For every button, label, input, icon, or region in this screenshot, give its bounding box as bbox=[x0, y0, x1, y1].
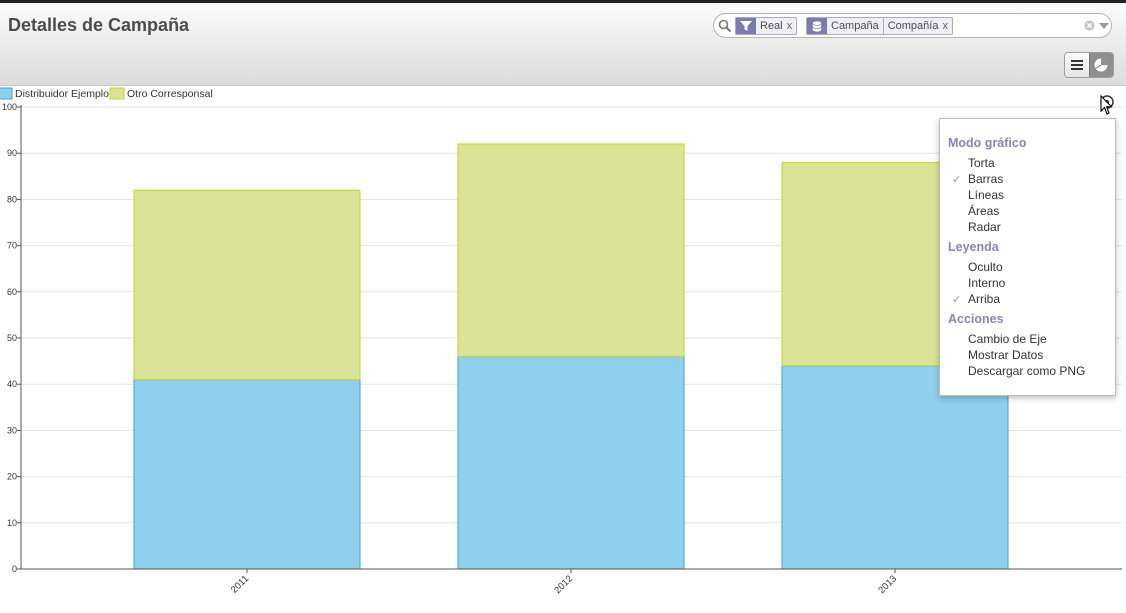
y-tick-label: 30 bbox=[7, 425, 17, 435]
y-tick-label: 40 bbox=[7, 379, 17, 389]
y-tick-label: 10 bbox=[7, 518, 17, 528]
checkmark-icon: ✓ bbox=[952, 294, 962, 306]
y-tick-label: 0 bbox=[12, 564, 17, 574]
y-tick-label: 100 bbox=[2, 102, 17, 112]
menu-item[interactable]: Líneas bbox=[968, 188, 1005, 202]
y-tick-label: 60 bbox=[7, 287, 17, 297]
legend-label: Otro Corresponsal bbox=[127, 88, 213, 100]
menu-item[interactable]: Mostrar Datos bbox=[968, 348, 1044, 362]
y-tick-label: 20 bbox=[7, 472, 17, 482]
legend-swatch bbox=[109, 87, 125, 100]
view-switcher bbox=[1064, 52, 1114, 78]
mouse-cursor-icon bbox=[1100, 95, 1113, 115]
x-tick-label: 2013 bbox=[876, 573, 899, 596]
graph-options-menu: Modo gráfico Torta ✓ Barras Líneas Áreas Radar… bbox=[939, 118, 1116, 396]
list-view-button[interactable] bbox=[1065, 53, 1089, 77]
menu-item[interactable]: Arriba bbox=[968, 292, 1001, 306]
bar-segment bbox=[133, 189, 361, 381]
menu-item[interactable]: Barras bbox=[968, 172, 1004, 186]
bar-chart: Distribuidor Ejemplo Otro Corresponsal 0 1… bbox=[0, 87, 1122, 596]
menu-item[interactable]: Radar bbox=[968, 220, 1001, 234]
facet-groupby[interactable]: Campaña Compañía x bbox=[806, 17, 953, 35]
facet-value: Campaña bbox=[831, 20, 879, 32]
list-view-icon bbox=[1070, 60, 1083, 70]
y-tick-label: 70 bbox=[7, 241, 17, 251]
chart-legend: Distribuidor Ejemplo Otro Corresponsal bbox=[0, 87, 213, 100]
group-icon bbox=[807, 18, 827, 34]
view-header: Detalles de Campaña Real x Campaña Compa… bbox=[0, 3, 1126, 86]
bar-segment bbox=[457, 355, 685, 570]
checkmark-icon: ✓ bbox=[952, 174, 962, 186]
facet-value: Compañía bbox=[882, 18, 943, 34]
graph-view-icon bbox=[1094, 58, 1108, 72]
facet-remove-button[interactable]: x bbox=[786, 20, 793, 32]
facet-value: Real bbox=[760, 20, 783, 32]
window-top-border bbox=[0, 0, 1126, 3]
legend-label: Distribuidor Ejemplo bbox=[15, 88, 109, 100]
x-tick-label: 2012 bbox=[552, 573, 575, 596]
menu-item[interactable]: Descargar como PNG bbox=[968, 364, 1086, 378]
menu-section-title: Leyenda bbox=[948, 240, 999, 254]
menu-item[interactable]: Oculto bbox=[968, 260, 1003, 274]
x-tick-label: 2011 bbox=[229, 573, 251, 595]
page-title: Detalles de Campaña bbox=[8, 15, 190, 35]
chart-bars bbox=[133, 143, 1009, 570]
bar-segment bbox=[133, 379, 361, 570]
facet-filter[interactable]: Real x bbox=[735, 17, 798, 35]
search-bar[interactable]: Real x Campaña Compañía x bbox=[713, 13, 1112, 38]
menu-section-title: Modo gráfico bbox=[948, 136, 1027, 150]
menu-item[interactable]: Cambio de Eje bbox=[968, 332, 1047, 346]
menu-item[interactable]: Áreas bbox=[968, 204, 1000, 218]
bar-segment bbox=[457, 143, 685, 357]
facet-remove-button[interactable]: x bbox=[942, 20, 948, 32]
legend-swatch bbox=[0, 87, 13, 100]
graph-view-button[interactable] bbox=[1088, 53, 1113, 77]
menu-section-title: Acciones bbox=[948, 312, 1004, 326]
menu-item[interactable]: Torta bbox=[968, 156, 995, 170]
bar-segment bbox=[781, 365, 1009, 570]
filter-icon bbox=[736, 18, 756, 34]
y-tick-label: 90 bbox=[7, 148, 17, 158]
clear-search-icon[interactable] bbox=[1084, 20, 1095, 31]
search-dropdown-icon[interactable] bbox=[1099, 23, 1109, 29]
y-tick-label: 80 bbox=[7, 194, 17, 204]
y-tick-label: 50 bbox=[7, 333, 17, 343]
search-icon[interactable] bbox=[718, 19, 732, 33]
menu-item[interactable]: Interno bbox=[968, 276, 1006, 290]
